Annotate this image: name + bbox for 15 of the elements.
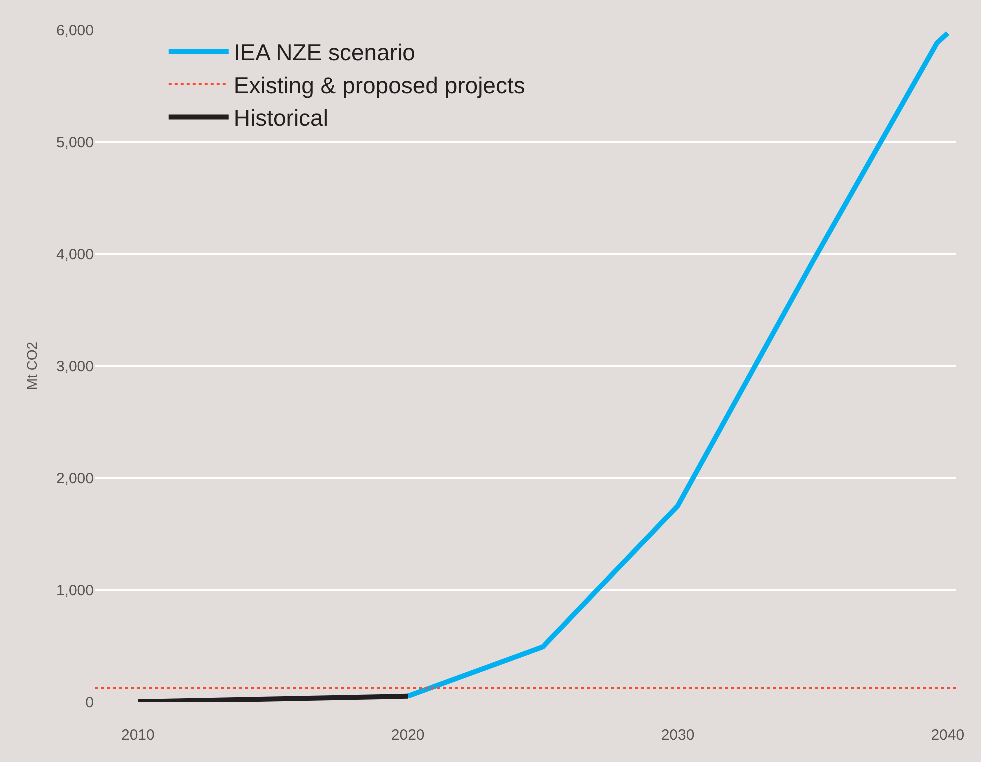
y-tick-label: 0 <box>86 694 94 712</box>
x-tick-label: 2030 <box>661 727 695 744</box>
y-tick-label: 6,000 <box>56 22 94 40</box>
legend-label: IEA NZE scenario <box>234 39 416 66</box>
y-axis-title: Mt CO2 <box>24 342 40 390</box>
y-tick-label: 3,000 <box>56 358 94 376</box>
x-tick-label: 2010 <box>121 727 155 744</box>
y-tick-label: 1,000 <box>56 582 94 600</box>
legend-label: Historical <box>234 105 328 132</box>
legend-label: Existing & proposed projects <box>234 72 526 98</box>
x-tick-label: 2020 <box>391 727 425 744</box>
y-tick-label: 4,000 <box>56 246 94 264</box>
x-tick-label: 2040 <box>931 727 965 744</box>
y-tick-label: 2,000 <box>56 470 94 488</box>
y-tick-label: 5,000 <box>56 134 94 152</box>
